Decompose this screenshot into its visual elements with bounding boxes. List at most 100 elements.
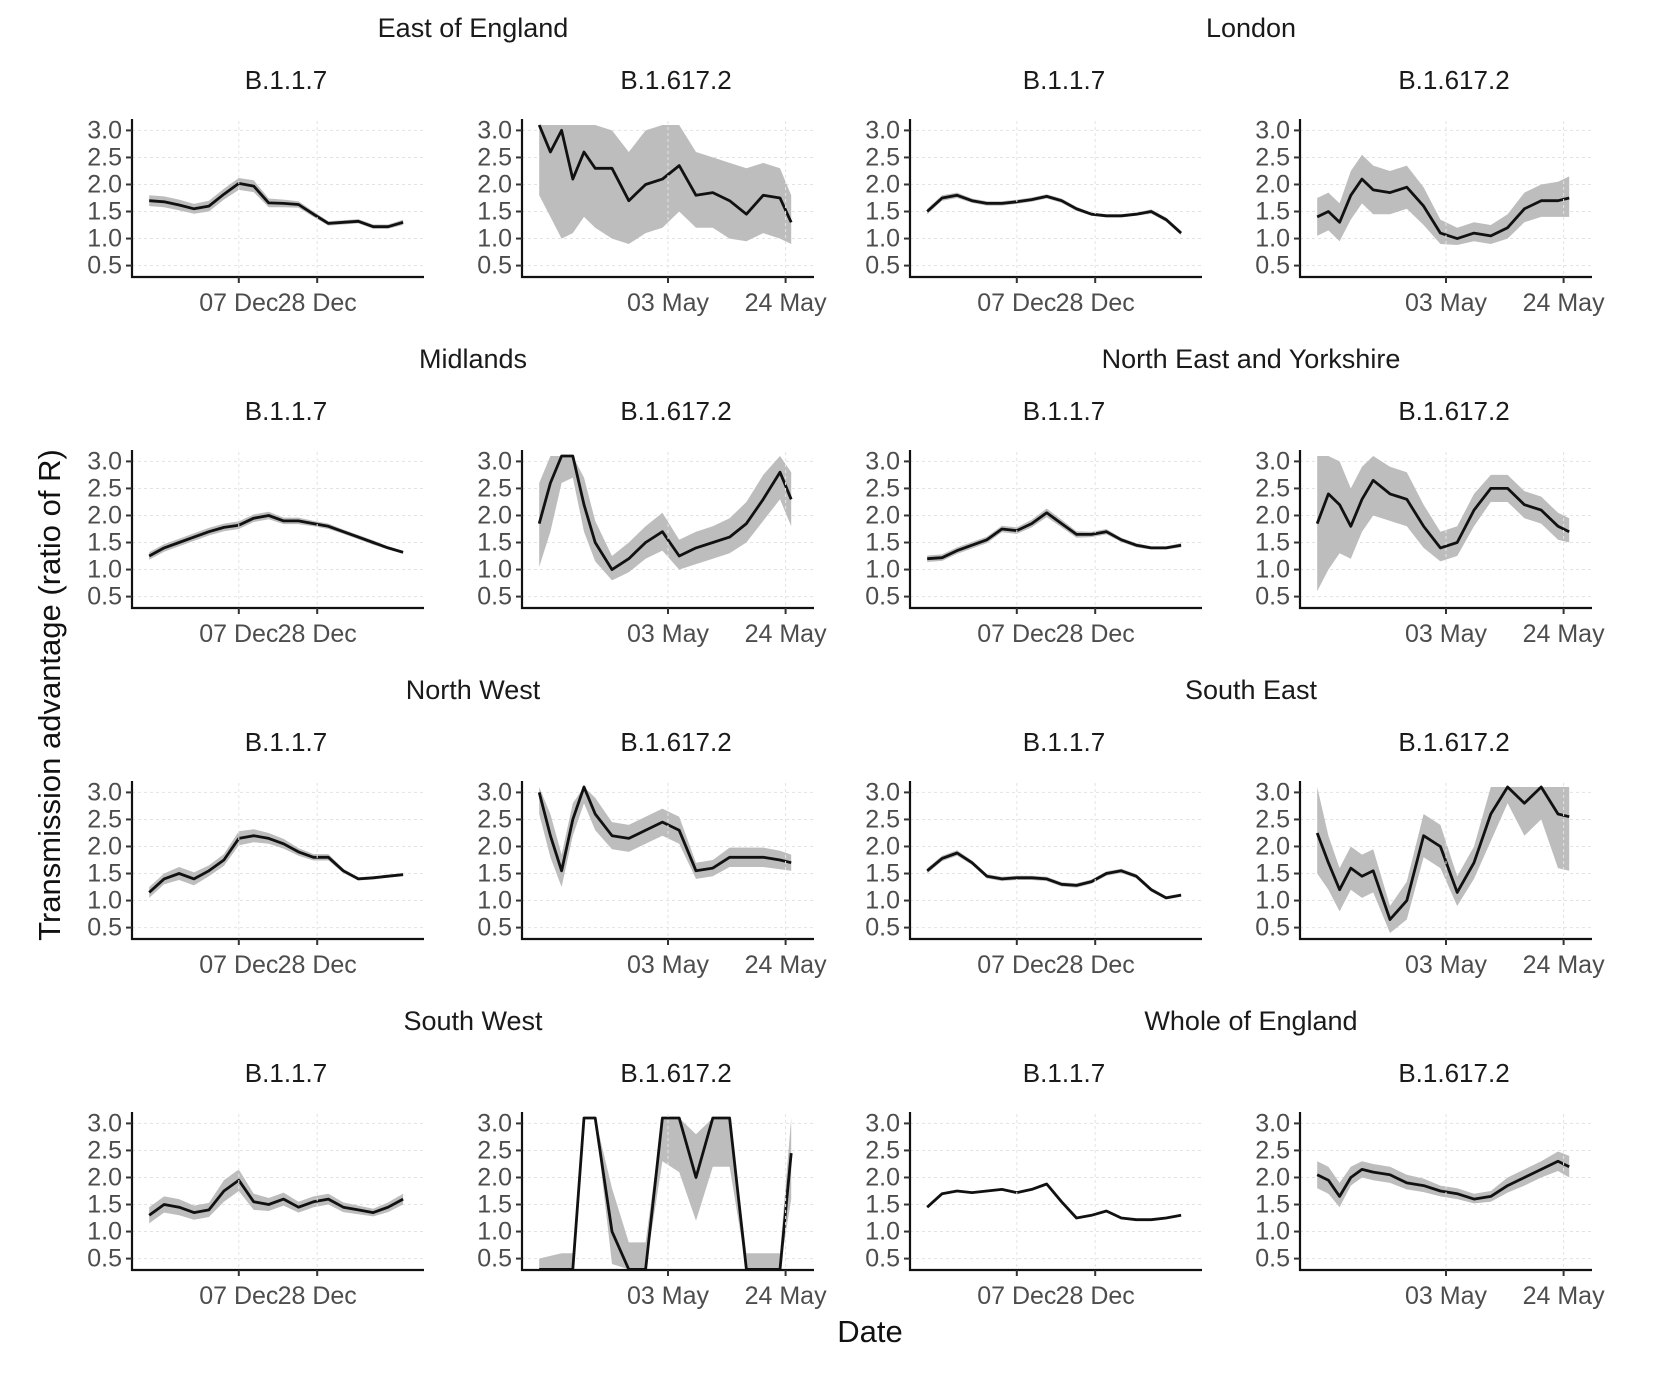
confidence-band	[1317, 154, 1570, 245]
median-line	[148, 1178, 404, 1217]
x-tick-label: 03 May	[627, 951, 709, 979]
median-line	[1315, 478, 1570, 550]
median-line	[537, 124, 793, 223]
y-tick-label: 1.0	[865, 1218, 900, 1246]
confidence-band	[149, 829, 404, 898]
region-title: East of England	[378, 13, 569, 43]
panel-north-east-and-yorkshire-b-1-617-2: B.1.617.2 0.51.01.52.02.53.0 03 May 24 May	[1255, 396, 1605, 648]
y-tick-label: 2.5	[1255, 474, 1290, 502]
y-tick-label: 2.0	[1255, 501, 1290, 529]
x-tick-label: 28 Dec	[1056, 951, 1135, 979]
x-tick-label: 03 May	[627, 1282, 709, 1310]
y-tick-label: 0.5	[1255, 914, 1290, 942]
x-tick-label: 28 Dec	[1056, 1282, 1135, 1310]
variant-title: B.1.1.7	[245, 1058, 327, 1088]
y-tick-label: 1.0	[1255, 887, 1290, 915]
x-tick-label: 07 Dec	[199, 951, 278, 979]
x-tick-label: 28 Dec	[278, 1282, 357, 1310]
y-tick-label: 0.5	[477, 1245, 512, 1273]
variant-title: B.1.1.7	[245, 396, 327, 426]
y-tick-label: 3.0	[865, 116, 900, 144]
y-tick-label: 2.0	[87, 1163, 122, 1191]
region-title: North West	[406, 675, 541, 705]
panel-south-west-b-1-1-7: B.1.1.7 0.51.01.52.02.53.0 07 Dec 28 Dec	[87, 1058, 424, 1310]
y-axis-title: Transmission advantage (ratio of R)	[32, 449, 67, 941]
y-tick-label: 3.0	[1255, 778, 1290, 806]
y-tick-label: 3.0	[1255, 1109, 1290, 1137]
y-tick-label: 1.0	[87, 556, 122, 584]
y-tick-label: 1.5	[865, 860, 900, 888]
variant-title: B.1.617.2	[1398, 727, 1509, 757]
y-tick-label: 0.5	[87, 914, 122, 942]
median-line	[1316, 177, 1570, 241]
confidence-band	[539, 787, 792, 887]
x-tick-label: 24 May	[745, 289, 827, 317]
y-tick-label: 0.5	[87, 583, 122, 611]
median-line	[537, 454, 793, 571]
region-north-east-and-yorkshire: North East and YorkshireB.1.1.70.51.01.5…	[865, 344, 1605, 648]
region-title: Whole of England	[1144, 1006, 1357, 1036]
variant-title: B.1.1.7	[245, 727, 327, 757]
confidence-band	[539, 456, 792, 581]
y-tick-label: 3.0	[87, 778, 122, 806]
y-tick-label: 0.5	[87, 1245, 122, 1273]
panel-whole-of-england-b-1-617-2: B.1.617.2 0.51.01.52.02.53.0 03 May 24 May	[1255, 1058, 1605, 1310]
y-tick-label: 2.5	[477, 143, 512, 171]
y-tick-label: 1.0	[477, 1218, 512, 1246]
y-tick-label: 1.0	[865, 556, 900, 584]
y-tick-label: 1.0	[865, 887, 900, 915]
y-tick-label: 1.0	[477, 556, 512, 584]
x-tick-label: 24 May	[1523, 289, 1605, 317]
y-tick-label: 2.5	[1255, 805, 1290, 833]
panel-east-of-england-b-1-1-7: B.1.1.7 0.51.01.52.02.53.0 07 Dec 28 Dec	[87, 65, 424, 317]
median-line	[148, 514, 404, 558]
y-tick-label: 1.5	[87, 529, 122, 557]
confidence-band	[1317, 1151, 1570, 1208]
chart-panels: East of EnglandB.1.1.70.51.01.52.02.53.0…	[87, 13, 1605, 1310]
y-tick-label: 0.5	[477, 914, 512, 942]
y-tick-label: 2.5	[87, 1136, 122, 1164]
y-tick-label: 1.5	[477, 1191, 512, 1219]
y-tick-label: 2.0	[865, 1163, 900, 1191]
y-tick-label: 1.5	[87, 198, 122, 226]
x-tick-label: 28 Dec	[1056, 620, 1135, 648]
x-tick-label: 03 May	[627, 620, 709, 648]
y-tick-label: 2.5	[477, 1136, 512, 1164]
variant-title: B.1.617.2	[1398, 396, 1509, 426]
variant-title: B.1.1.7	[1023, 65, 1105, 95]
y-tick-label: 0.5	[87, 252, 122, 280]
x-tick-label: 24 May	[745, 951, 827, 979]
y-tick-label: 0.5	[477, 252, 512, 280]
region-title: South East	[1185, 675, 1318, 705]
median-line	[1316, 1159, 1570, 1201]
median-line	[927, 511, 1182, 561]
median-line	[149, 181, 404, 229]
x-tick-label: 03 May	[1405, 1282, 1487, 1310]
median-line	[148, 834, 404, 894]
y-tick-label: 1.0	[1255, 225, 1290, 253]
x-tick-label: 28 Dec	[278, 620, 357, 648]
y-tick-label: 1.0	[865, 225, 900, 253]
y-tick-label: 1.5	[1255, 198, 1290, 226]
y-tick-label: 3.0	[477, 778, 512, 806]
y-tick-label: 1.5	[1255, 860, 1290, 888]
y-tick-label: 1.5	[87, 860, 122, 888]
variant-title: B.1.617.2	[1398, 1058, 1509, 1088]
x-tick-label: 24 May	[1523, 951, 1605, 979]
panel-london-b-1-1-7: B.1.1.7 0.51.01.52.02.53.0 07 Dec 28 Dec	[865, 65, 1202, 317]
y-tick-label: 3.0	[477, 447, 512, 475]
median-line	[537, 785, 792, 873]
panel-north-east-and-yorkshire-b-1-1-7: B.1.1.7 0.51.01.52.02.53.0 07 Dec 28 Dec	[865, 396, 1202, 648]
x-tick-label: 03 May	[1405, 951, 1487, 979]
y-tick-label: 2.5	[865, 474, 900, 502]
x-tick-label: 07 Dec	[199, 1282, 278, 1310]
y-tick-label: 3.0	[87, 116, 122, 144]
confidence-band	[149, 1169, 404, 1224]
y-tick-label: 2.5	[477, 805, 512, 833]
y-tick-label: 0.5	[865, 252, 900, 280]
x-tick-label: 07 Dec	[199, 620, 278, 648]
